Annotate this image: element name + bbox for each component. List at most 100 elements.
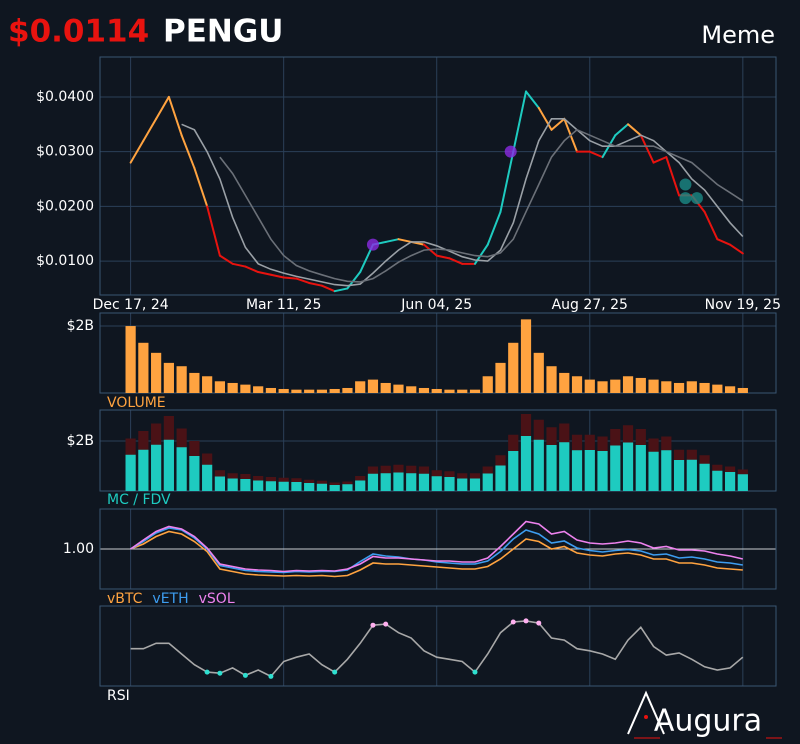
bar [469, 478, 481, 491]
price-segment [716, 238, 732, 246]
bar [291, 389, 302, 393]
price-segment [652, 156, 668, 164]
y-tick-label: 1.00 [63, 541, 94, 557]
bar [546, 445, 557, 491]
bar [610, 379, 621, 393]
bar [406, 473, 417, 491]
price-segment [308, 281, 323, 287]
price-segment [499, 150, 515, 213]
price-segment [193, 167, 209, 208]
x-tick-label: Aug 27, 25 [552, 297, 628, 313]
bar [163, 362, 174, 393]
bar [291, 482, 302, 491]
y-tick-label: $2B [67, 433, 94, 449]
bar [227, 382, 238, 393]
category: Meme [701, 21, 775, 49]
bar [138, 342, 149, 393]
price-segment [244, 265, 260, 274]
bar [737, 474, 748, 491]
bar [367, 473, 379, 491]
bar [482, 473, 493, 491]
bar [355, 480, 366, 491]
bar [355, 381, 366, 393]
price-segment [435, 254, 451, 260]
price-segment [218, 254, 234, 265]
bar [138, 449, 149, 491]
signal [690, 192, 703, 205]
price-segment [614, 123, 630, 137]
x-tick-label: Dec 17, 24 [93, 297, 169, 313]
bar [265, 387, 277, 393]
price-segment [295, 277, 311, 284]
bar [469, 389, 481, 393]
bar [508, 451, 519, 491]
bar [610, 445, 621, 491]
bar [571, 376, 583, 393]
bar [202, 376, 213, 393]
legend-entry: vSOL [199, 591, 235, 607]
bar [125, 326, 136, 393]
bar [508, 342, 519, 393]
bar [648, 379, 659, 393]
signal [366, 238, 379, 251]
price-segment [180, 134, 196, 170]
bar [265, 481, 277, 491]
price-segment [282, 276, 298, 280]
y-tick-label: $0.0200 [36, 198, 94, 214]
oversold-dot [472, 669, 478, 675]
bar [686, 459, 697, 491]
bar [431, 388, 442, 393]
bar [444, 389, 455, 393]
bar [227, 478, 238, 491]
bar [406, 386, 417, 393]
y-tick-label: $0.0400 [36, 89, 94, 105]
price-segment [155, 95, 170, 120]
price-segment [665, 156, 681, 197]
symbol: PENGU [163, 14, 283, 50]
price-segment [231, 262, 247, 268]
price-segment [257, 271, 272, 276]
bar [712, 384, 723, 393]
bar [648, 451, 659, 491]
price-segment [512, 90, 528, 153]
bar [151, 352, 162, 393]
bar [214, 476, 225, 491]
bar [457, 478, 468, 491]
overbought-dot [383, 621, 389, 627]
logo: Augura [654, 704, 762, 739]
bar [597, 381, 608, 393]
bar [278, 481, 289, 491]
bar [163, 439, 174, 491]
bar [584, 379, 595, 393]
bar [418, 387, 430, 393]
y-tick-label: $2B [67, 318, 94, 334]
series-line [130, 620, 744, 678]
bar [367, 379, 379, 393]
bar [520, 319, 532, 393]
series-line [181, 118, 744, 287]
overbought-dot [523, 618, 529, 624]
bar [278, 388, 289, 393]
bar [737, 387, 748, 393]
bar [571, 450, 583, 491]
bar [202, 464, 213, 491]
bar [342, 484, 353, 491]
price-segment [384, 238, 400, 243]
price-segment [320, 284, 336, 293]
bar [393, 472, 404, 491]
bar [622, 376, 634, 393]
x-tick-label: Mar 11, 25 [246, 297, 321, 313]
price-segment [703, 210, 719, 241]
price-segment [142, 117, 158, 142]
bar [559, 442, 570, 491]
panel-frame [99, 312, 777, 394]
bar [661, 381, 672, 393]
bar [431, 476, 442, 491]
price-segment [729, 243, 744, 255]
logo-dot [644, 715, 648, 719]
overbought-dot [510, 619, 516, 625]
bar [176, 447, 187, 491]
bar [457, 389, 468, 393]
y-tick-label: $0.0100 [36, 253, 94, 269]
